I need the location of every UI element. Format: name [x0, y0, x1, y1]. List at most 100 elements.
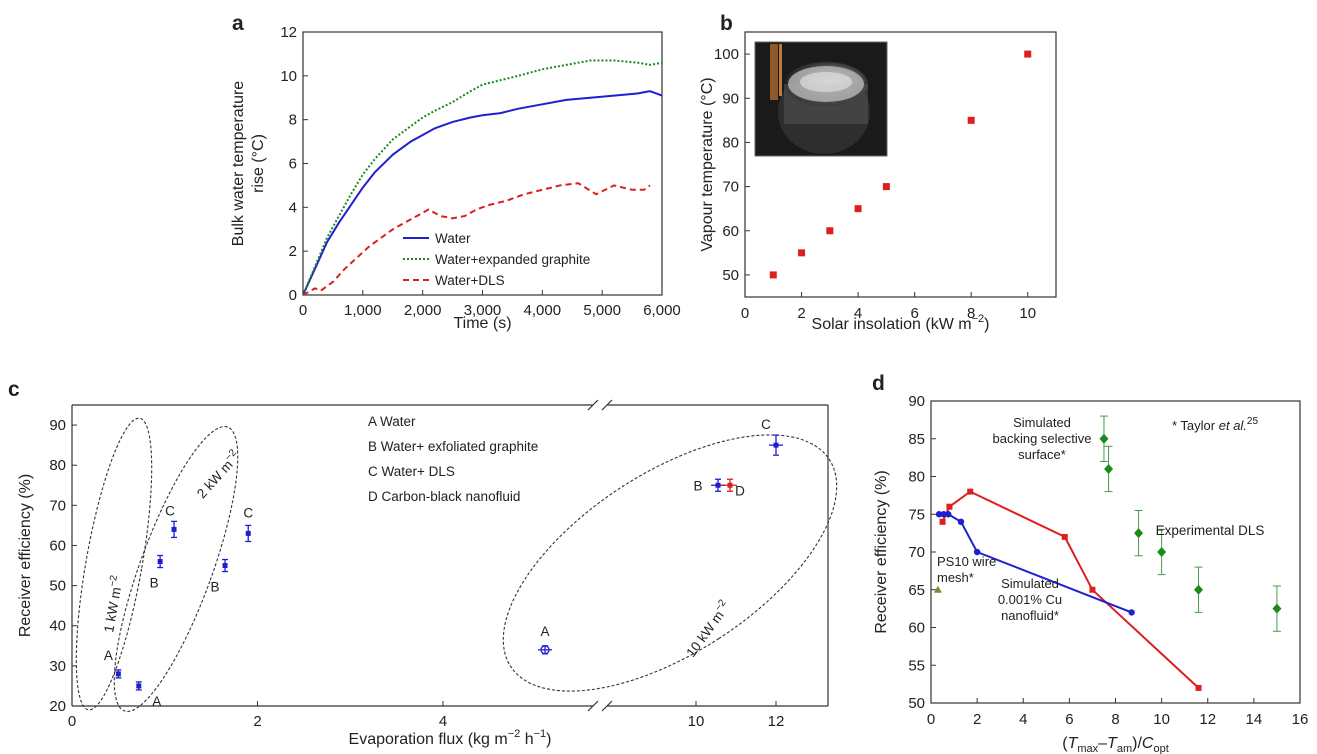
y-tick-label: 10	[280, 68, 297, 85]
data-point	[1194, 584, 1204, 595]
data-point	[946, 503, 953, 510]
annotation-red-line: surface*	[1018, 447, 1066, 462]
series-line-0	[302, 90, 663, 296]
x-tick-label: 2	[253, 713, 261, 730]
y-axis-label-line1: Bulk water temperature	[230, 81, 247, 247]
x-tick-label: 0	[927, 711, 935, 728]
point-letter: A	[152, 694, 161, 709]
x-tick-label: 4	[854, 305, 862, 322]
series-line-0	[941, 490, 1200, 689]
group-label-2: 10 kW m−2	[682, 597, 734, 660]
group-label-main: 2 kW m	[194, 457, 236, 501]
y-tick-label: 12	[280, 24, 297, 41]
group-label-main: 10 kW m	[683, 608, 726, 660]
data-point	[1061, 533, 1068, 540]
data-point	[245, 530, 251, 536]
citation: * Taylor et al.25	[1172, 416, 1258, 433]
panel-d-chart: 0 2 4 6 8 10 12 14 16505560657075808590(Tmax–Tam…	[873, 393, 1308, 754]
plot-frame	[744, 31, 1057, 298]
x-axis-label-sup2: −1	[534, 728, 547, 740]
x-tick-label: 8	[967, 305, 975, 322]
x-tick-label: 16	[1292, 711, 1309, 728]
panel-d-letter: d	[872, 372, 885, 395]
data-point	[1134, 528, 1144, 539]
annotation-red-line: backing selective	[993, 431, 1092, 446]
y-tick-label: 85	[908, 431, 925, 448]
annotation-mesh-line: mesh*	[937, 570, 974, 585]
point-letter: B	[693, 478, 702, 493]
y-tick-label: 100	[714, 46, 739, 63]
data-point	[1104, 463, 1114, 474]
data-point	[935, 511, 943, 518]
x-tick-label: 12	[768, 713, 785, 730]
y-tick-label: 80	[908, 469, 925, 486]
data-point	[769, 271, 777, 279]
annotation-blue-line: nanofluid*	[1001, 608, 1059, 623]
x-axis-label-tail: )	[984, 316, 989, 333]
x-axis-label-sub3: opt	[1153, 743, 1168, 754]
x-tick-label: 6,000	[643, 302, 681, 319]
y-tick-label: 30	[49, 658, 66, 675]
y-tick-label: 70	[49, 497, 66, 514]
x-tick-label: 14	[1246, 711, 1263, 728]
axis-break-top	[587, 399, 613, 411]
x-axis-label: (Tmax–Tam)/Copt	[1062, 735, 1169, 754]
data-point	[115, 671, 121, 677]
x-tick-label: 1,000	[344, 302, 382, 319]
group-ellipse-2kw	[113, 426, 239, 712]
y-tick-label: 60	[908, 620, 925, 637]
point-letter: C	[761, 417, 771, 432]
data-point	[973, 548, 981, 556]
y-tick-label: 0	[289, 287, 297, 304]
y-tick-label: 90	[49, 417, 66, 434]
y-tick-label: 50	[49, 578, 66, 595]
x-axis-label-sub2: am	[1117, 743, 1132, 754]
x-tick-label: 10	[688, 713, 705, 730]
data-point	[967, 488, 974, 495]
data-point	[939, 518, 946, 525]
x-axis-label-tail: )	[546, 731, 551, 748]
annotation-red-line: Simulated	[1013, 415, 1071, 430]
x-axis-label-open: (	[1062, 735, 1068, 752]
point-letter: A	[541, 624, 550, 639]
legend-item-3: D Carbon-black nanofluid	[368, 489, 520, 504]
data-point	[773, 442, 779, 448]
point-letter: A	[104, 648, 113, 663]
x-tick-label: 2	[797, 305, 805, 322]
y-tick-label: 2	[289, 243, 297, 260]
x-tick-label: 2,000	[404, 302, 442, 319]
y-tick-label: 6	[289, 156, 297, 173]
y-tick-label: 65	[908, 582, 925, 599]
data-point	[882, 183, 890, 191]
x-axis-label: Evaporation flux (kg m−2 h−1)	[349, 728, 552, 748]
panel-a-letter: a	[232, 12, 244, 35]
x-tick-label: 8	[1111, 711, 1119, 728]
x-axis-label-sup: −2	[972, 313, 985, 325]
data-point	[1157, 547, 1167, 557]
panel-c-chart: 0 2 4 10 12 20 30 40 50 60 70 80 90 Evaporation flux …	[17, 399, 838, 748]
x-tick-label: 0	[299, 302, 307, 319]
citation-prefix: * Taylor	[1172, 418, 1219, 433]
x-tick-label: 4,000	[524, 302, 562, 319]
x-tick-label: 2	[973, 711, 981, 728]
data-point	[540, 645, 550, 655]
y-tick-label: 70	[722, 179, 739, 196]
x-tick-label: 10	[1019, 305, 1036, 322]
data-point	[940, 511, 947, 518]
y-axis-label: Bulk water temperature rise (°C)	[230, 81, 267, 247]
legend-item-1: B Water+ exfoliated graphite	[368, 439, 538, 454]
series-line-1	[302, 59, 663, 296]
data-point	[727, 482, 733, 488]
data-point	[854, 205, 862, 213]
y-tick-label: 4	[289, 199, 297, 216]
x-axis-label-mid: h	[520, 731, 533, 748]
x-axis-label-minus: –	[1098, 735, 1107, 752]
x-axis-label-main: Evaporation flux (kg m	[349, 731, 508, 748]
x-axis-label-t2: T	[1107, 735, 1118, 752]
data-point	[1024, 50, 1032, 58]
y-tick-label: 50	[722, 267, 739, 284]
annotation-blue-line: Simulated	[1001, 576, 1059, 591]
citation-italic: et al.	[1219, 418, 1247, 433]
y-tick-label: 60	[722, 223, 739, 240]
x-axis-label-sup1: −2	[508, 728, 521, 740]
